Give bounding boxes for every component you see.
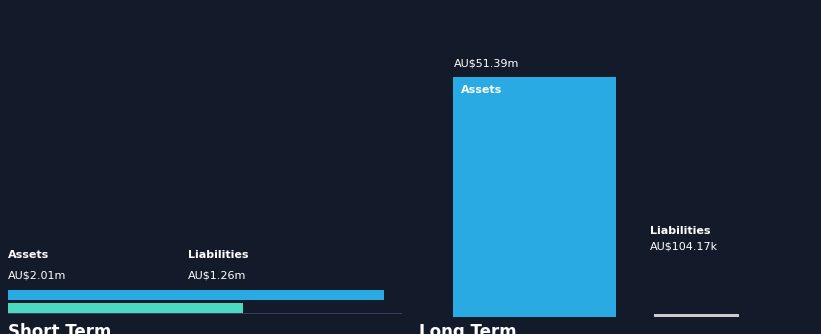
Bar bbox=[8, 290, 383, 300]
Text: Assets: Assets bbox=[8, 250, 49, 260]
Text: AU$104.17k: AU$104.17k bbox=[650, 242, 718, 252]
Bar bbox=[654, 314, 739, 317]
Text: AU$1.26m: AU$1.26m bbox=[188, 271, 247, 281]
Bar bbox=[8, 304, 244, 313]
Text: Liabilities: Liabilities bbox=[650, 226, 711, 236]
Text: AU$51.39m: AU$51.39m bbox=[453, 59, 519, 69]
Bar bbox=[453, 77, 616, 317]
Text: Assets: Assets bbox=[461, 85, 502, 95]
Text: AU$2.01m: AU$2.01m bbox=[8, 271, 67, 281]
Text: Short Term: Short Term bbox=[8, 323, 112, 334]
Text: Long Term: Long Term bbox=[419, 323, 516, 334]
Text: Liabilities: Liabilities bbox=[188, 250, 249, 260]
